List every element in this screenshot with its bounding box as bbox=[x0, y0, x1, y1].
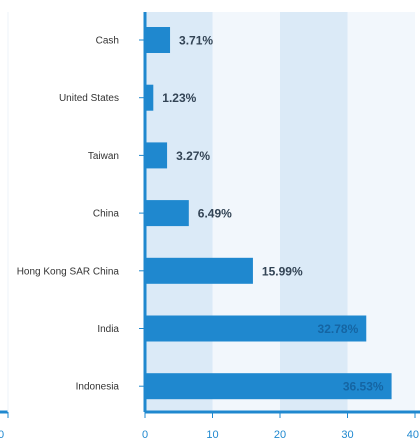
labels: Cash 3.71% United States 1.23% Taiwan 3.27% Ch… bbox=[17, 34, 419, 442]
category-label: India bbox=[97, 324, 119, 335]
bar bbox=[145, 200, 189, 227]
x-tick-label: 40 bbox=[407, 429, 419, 441]
bars bbox=[145, 27, 392, 400]
bar bbox=[145, 27, 171, 53]
value-label: 6.49% bbox=[198, 207, 232, 221]
category-label: Hong Kong SAR China bbox=[17, 266, 120, 277]
category-label: China bbox=[93, 209, 120, 220]
category-label: Taiwan bbox=[88, 151, 119, 162]
bar bbox=[145, 315, 367, 342]
value-label: 36.53% bbox=[343, 380, 384, 394]
left-panel: 0 bbox=[0, 12, 9, 441]
x-tick-label: 30 bbox=[341, 429, 353, 441]
left-panel-tick-label: 0 bbox=[0, 429, 4, 441]
grid-band bbox=[212, 12, 280, 412]
x-tick-label: 0 bbox=[142, 429, 148, 441]
value-label: 15.99% bbox=[262, 264, 303, 278]
value-label: 1.23% bbox=[162, 91, 196, 105]
bar bbox=[145, 257, 253, 284]
grid-band bbox=[280, 12, 348, 412]
x-tick-label: 20 bbox=[274, 429, 286, 441]
bar bbox=[145, 142, 168, 169]
x-tick-label: 10 bbox=[206, 429, 218, 441]
value-label: 3.71% bbox=[179, 34, 213, 48]
grid-band bbox=[347, 12, 415, 412]
bar bbox=[145, 84, 154, 111]
value-label: 32.78% bbox=[318, 322, 359, 336]
category-label: Indonesia bbox=[76, 382, 120, 393]
axes bbox=[139, 12, 420, 418]
category-label: United States bbox=[59, 93, 119, 104]
value-label: 3.27% bbox=[176, 149, 210, 163]
bar bbox=[145, 373, 392, 400]
category-label: Cash bbox=[96, 36, 119, 47]
